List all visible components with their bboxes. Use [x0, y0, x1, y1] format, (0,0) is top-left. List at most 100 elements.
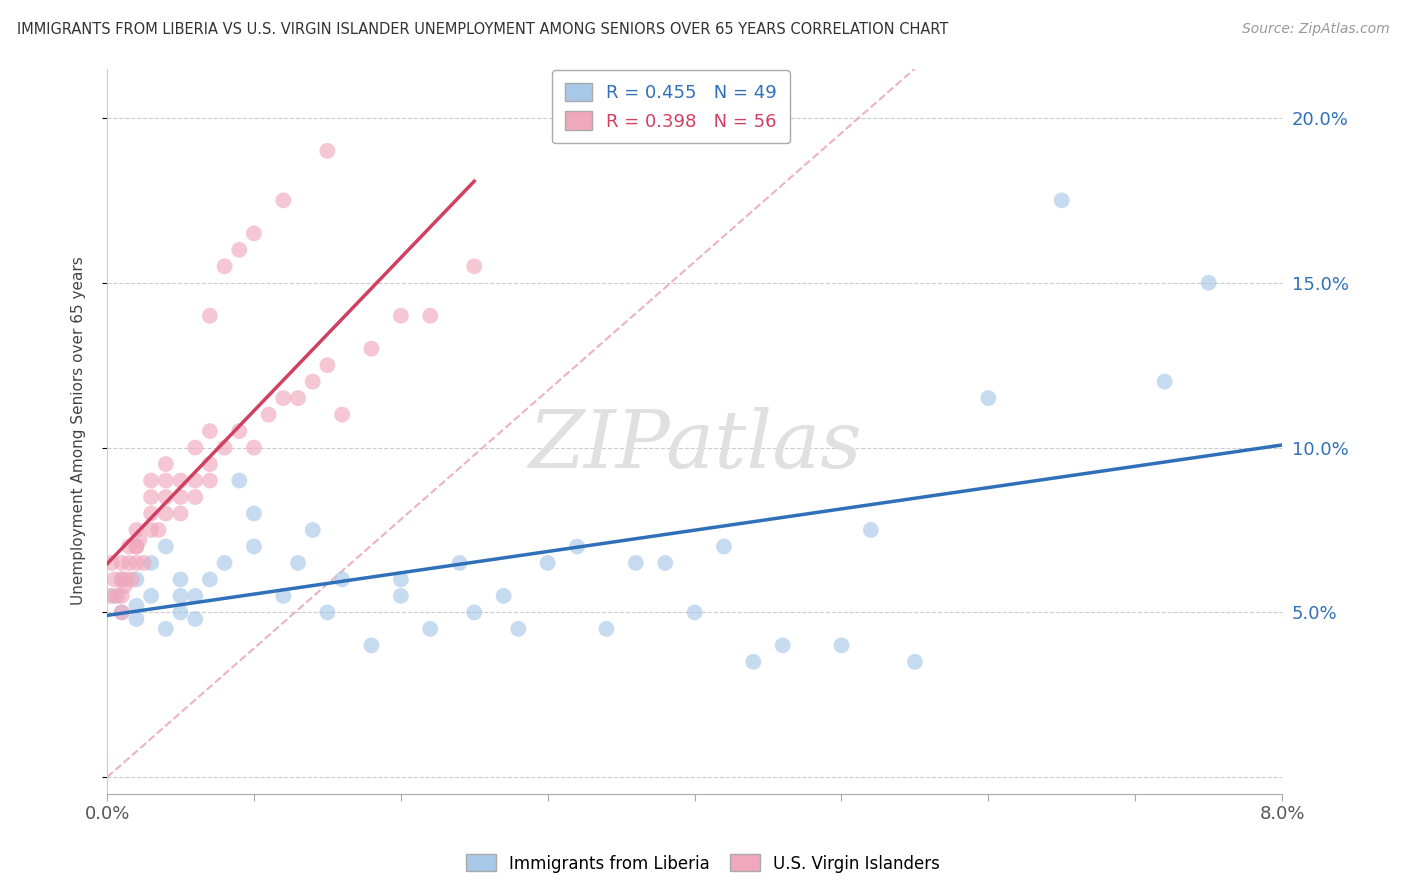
Point — [111, 573, 134, 587]
Point — [114, 579, 136, 593]
Point — [301, 523, 323, 537]
Point — [155, 490, 177, 504]
Point — [139, 556, 162, 570]
Point — [1198, 276, 1220, 290]
Point — [125, 523, 148, 537]
Point — [508, 622, 530, 636]
Point — [243, 227, 266, 241]
Point — [330, 573, 353, 587]
Point — [565, 540, 588, 554]
Point — [111, 556, 134, 570]
Point — [111, 589, 134, 603]
Point — [273, 194, 295, 208]
Point — [98, 589, 121, 603]
Point — [360, 638, 382, 652]
Point — [301, 375, 323, 389]
Point — [904, 655, 927, 669]
Point — [1050, 194, 1073, 208]
Point — [742, 655, 765, 669]
Point — [169, 589, 191, 603]
Point — [257, 408, 280, 422]
Point — [316, 606, 339, 620]
Point — [492, 589, 515, 603]
Point — [859, 523, 882, 537]
Legend: R = 0.455   N = 49, R = 0.398   N = 56: R = 0.455 N = 49, R = 0.398 N = 56 — [553, 70, 790, 144]
Point — [243, 540, 266, 554]
Point — [624, 556, 647, 570]
Point — [118, 556, 141, 570]
Point — [198, 573, 221, 587]
Point — [169, 606, 191, 620]
Point — [228, 243, 250, 257]
Point — [111, 606, 134, 620]
Point — [273, 391, 295, 405]
Point — [155, 507, 177, 521]
Point — [287, 391, 309, 405]
Point — [125, 573, 148, 587]
Point — [118, 540, 141, 554]
Point — [287, 556, 309, 570]
Point — [389, 309, 412, 323]
Point — [772, 638, 794, 652]
Point — [184, 474, 207, 488]
Point — [537, 556, 560, 570]
Legend: Immigrants from Liberia, U.S. Virgin Islanders: Immigrants from Liberia, U.S. Virgin Isl… — [460, 847, 946, 880]
Point — [139, 490, 162, 504]
Point — [111, 606, 134, 620]
Point — [243, 507, 266, 521]
Point — [100, 556, 122, 570]
Text: ZIPatlas: ZIPatlas — [527, 407, 862, 484]
Point — [214, 556, 236, 570]
Point — [419, 309, 441, 323]
Point — [184, 441, 207, 455]
Point — [115, 573, 138, 587]
Text: IMMIGRANTS FROM LIBERIA VS U.S. VIRGIN ISLANDER UNEMPLOYMENT AMONG SENIORS OVER : IMMIGRANTS FROM LIBERIA VS U.S. VIRGIN I… — [17, 22, 948, 37]
Point — [273, 589, 295, 603]
Point — [139, 507, 162, 521]
Point — [683, 606, 706, 620]
Point — [139, 474, 162, 488]
Point — [1153, 375, 1175, 389]
Point — [125, 612, 148, 626]
Point — [198, 424, 221, 438]
Point — [121, 573, 143, 587]
Point — [389, 573, 412, 587]
Point — [389, 589, 412, 603]
Point — [463, 606, 485, 620]
Point — [148, 523, 170, 537]
Point — [155, 622, 177, 636]
Point — [419, 622, 441, 636]
Point — [198, 457, 221, 471]
Point — [155, 457, 177, 471]
Point — [105, 589, 128, 603]
Point — [198, 309, 221, 323]
Point — [139, 589, 162, 603]
Point — [330, 408, 353, 422]
Point — [155, 474, 177, 488]
Point — [214, 260, 236, 274]
Point — [139, 523, 162, 537]
Point — [713, 540, 735, 554]
Point — [316, 144, 339, 158]
Point — [125, 556, 148, 570]
Point — [169, 490, 191, 504]
Point — [184, 612, 207, 626]
Point — [169, 573, 191, 587]
Point — [228, 424, 250, 438]
Point — [654, 556, 676, 570]
Point — [125, 540, 148, 554]
Text: Source: ZipAtlas.com: Source: ZipAtlas.com — [1241, 22, 1389, 37]
Point — [214, 441, 236, 455]
Point — [316, 358, 339, 372]
Point — [132, 556, 155, 570]
Point — [111, 573, 134, 587]
Point — [169, 474, 191, 488]
Point — [360, 342, 382, 356]
Point — [449, 556, 471, 570]
Point — [228, 474, 250, 488]
Point — [595, 622, 617, 636]
Point — [125, 599, 148, 613]
Point — [155, 540, 177, 554]
Point — [463, 260, 485, 274]
Point — [830, 638, 852, 652]
